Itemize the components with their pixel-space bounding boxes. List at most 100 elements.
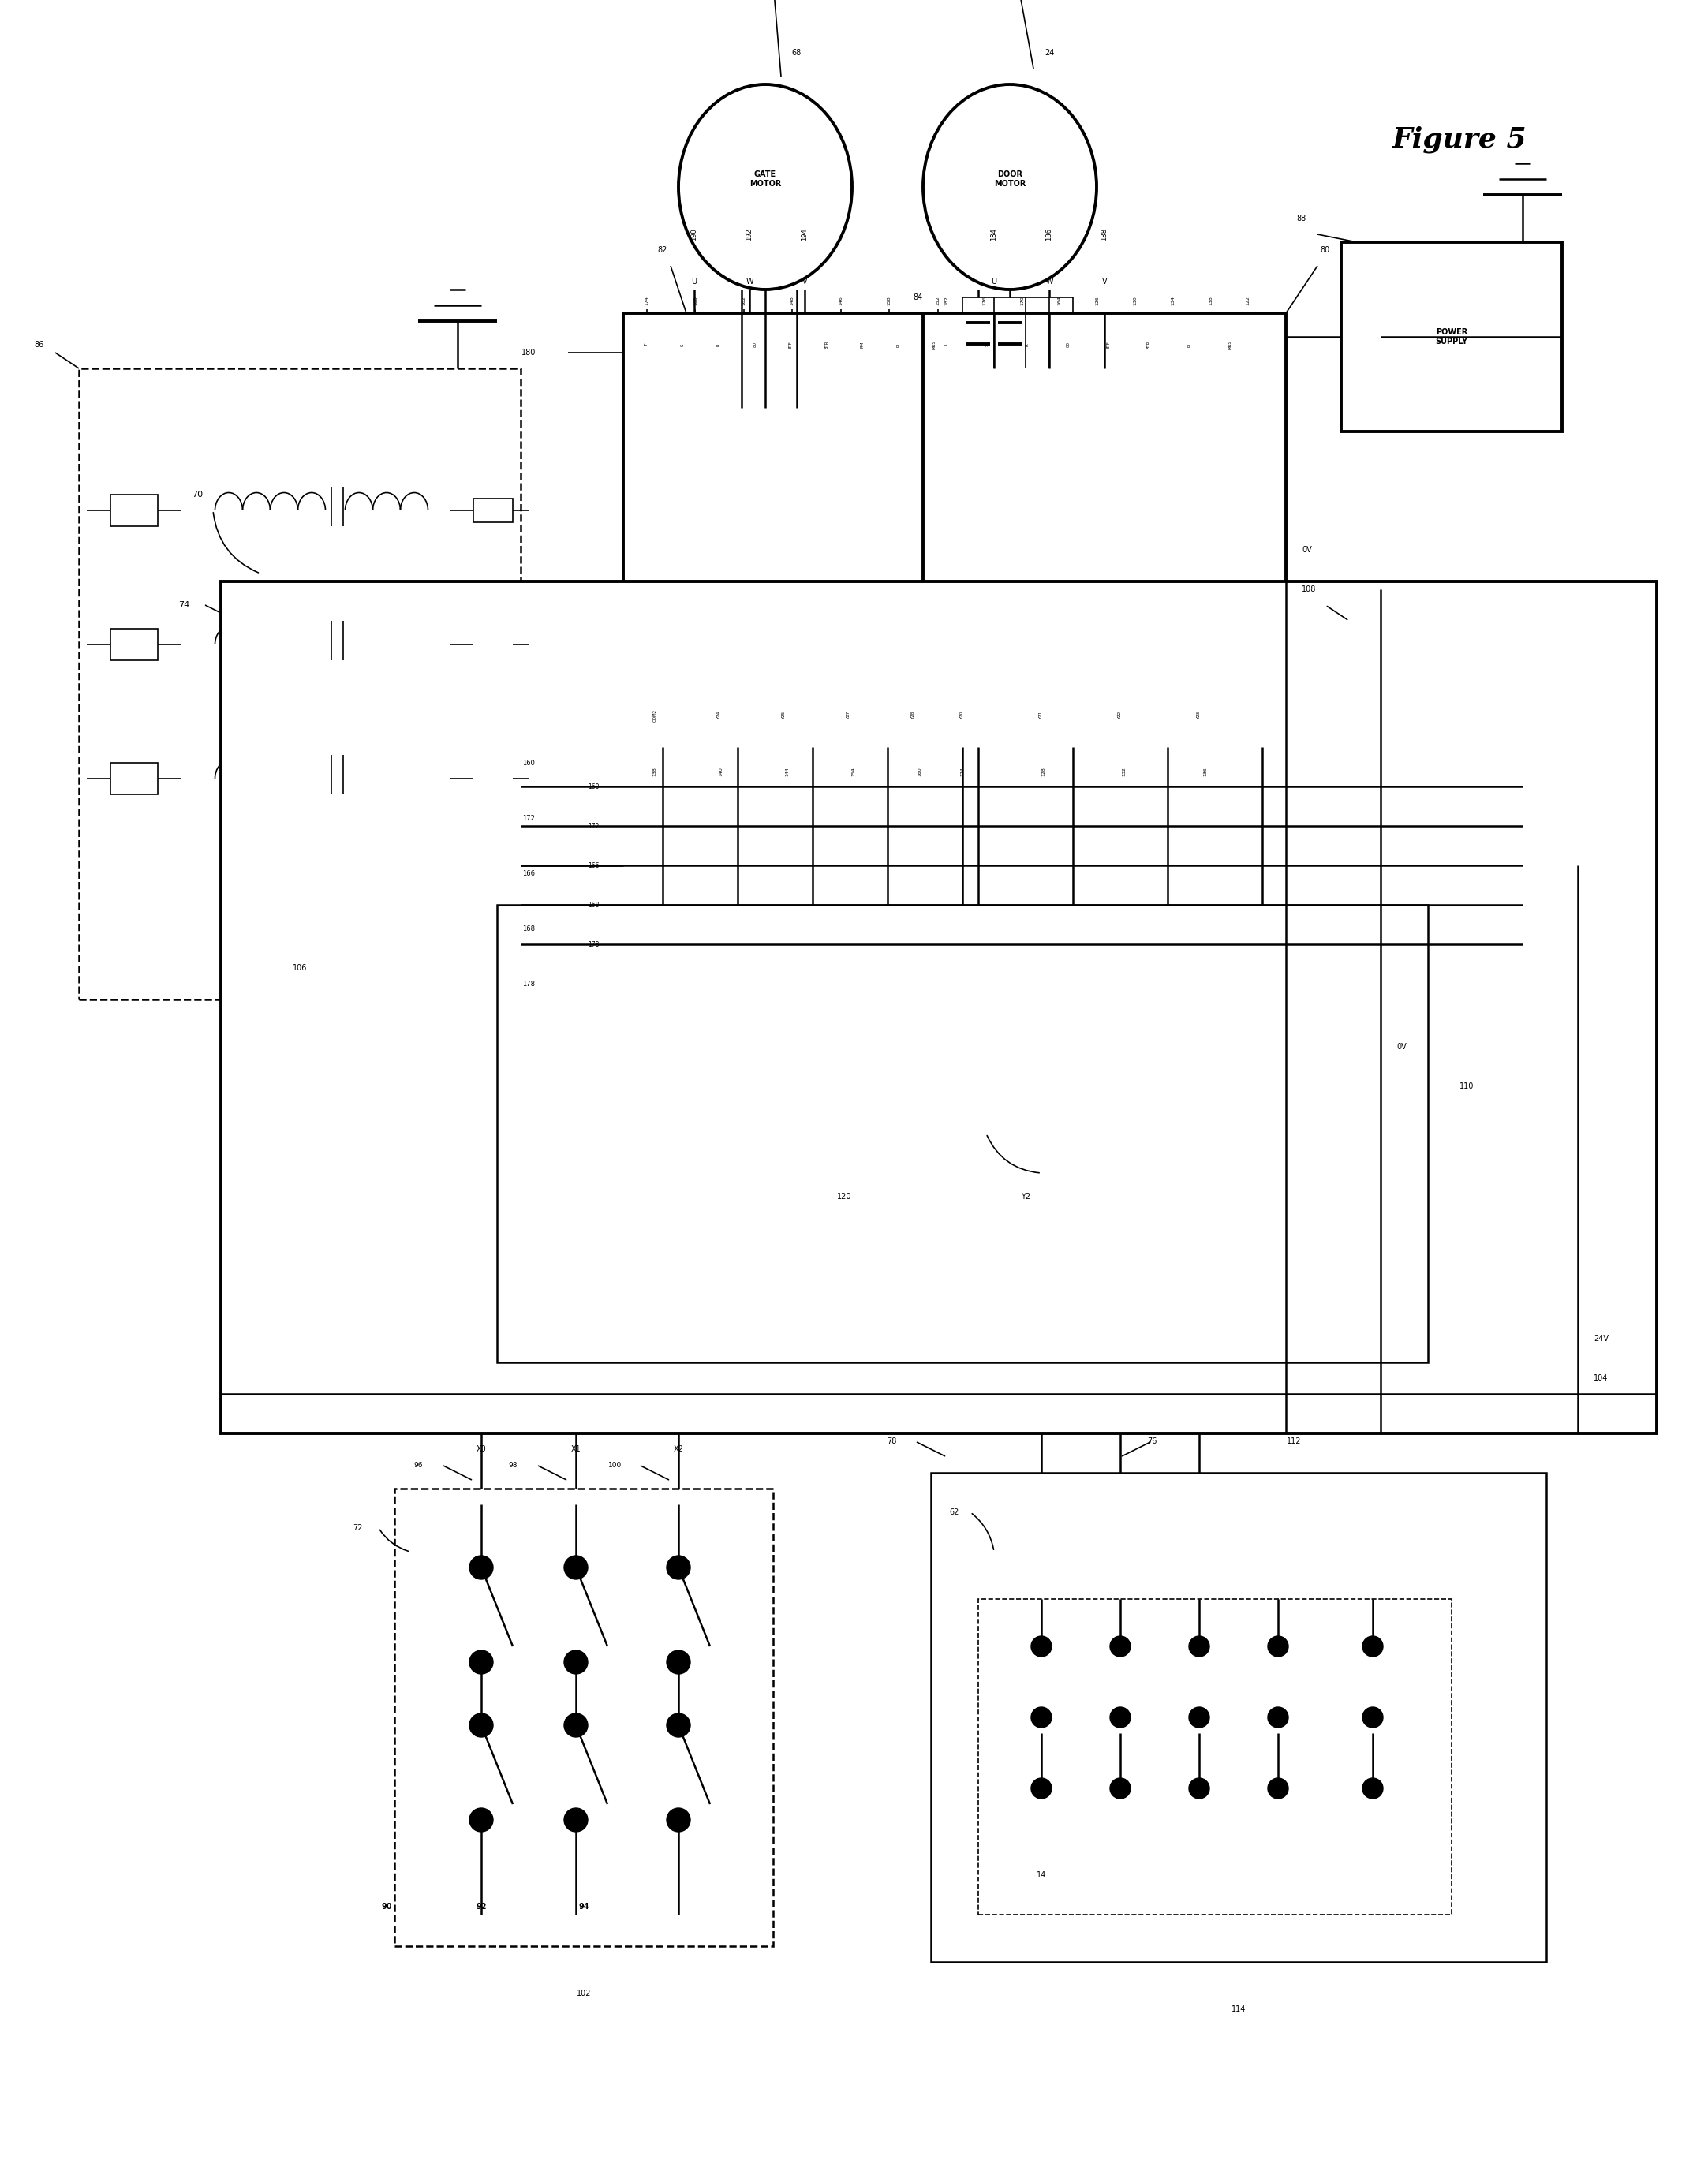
- Circle shape: [564, 1807, 588, 1831]
- Circle shape: [1189, 1779, 1209, 1799]
- Text: 98: 98: [509, 1461, 518, 1469]
- Text: Y24: Y24: [717, 711, 721, 719]
- Text: 96: 96: [413, 1461, 422, 1469]
- Text: 8TF: 8TF: [789, 340, 793, 349]
- Text: 88: 88: [1296, 215, 1307, 223]
- Text: 168: 168: [523, 925, 535, 932]
- Circle shape: [1267, 1779, 1288, 1799]
- Text: 86: 86: [34, 340, 44, 349]
- Text: 106: 106: [292, 964, 307, 971]
- Bar: [220, 581, 1657, 1432]
- Text: 80: 80: [1066, 342, 1069, 347]
- Text: 160: 160: [523, 758, 535, 767]
- Text: 152: 152: [936, 297, 939, 306]
- Text: U: U: [991, 277, 997, 286]
- Text: 186: 186: [1045, 228, 1052, 241]
- Text: 188: 188: [1102, 228, 1108, 241]
- Text: 160: 160: [588, 782, 600, 791]
- Text: 146: 146: [839, 297, 842, 306]
- Text: 126: 126: [1095, 297, 1100, 306]
- Text: 8TF: 8TF: [1107, 340, 1110, 349]
- Bar: [473, 633, 512, 657]
- Bar: [395, 1489, 774, 1946]
- Text: U: U: [692, 277, 697, 286]
- Text: RL: RL: [897, 342, 900, 347]
- Text: Y20: Y20: [960, 711, 965, 719]
- Circle shape: [1363, 1779, 1383, 1799]
- Text: MRS: MRS: [1228, 340, 1231, 349]
- Text: 132: 132: [1122, 767, 1126, 776]
- Text: 184: 184: [991, 228, 997, 241]
- Text: 178: 178: [523, 979, 535, 988]
- Text: 122: 122: [1247, 297, 1250, 306]
- Text: S: S: [681, 342, 685, 347]
- Text: 138: 138: [1209, 297, 1213, 306]
- Text: 76: 76: [1148, 1437, 1156, 1445]
- Text: 108: 108: [1301, 585, 1317, 594]
- Text: 70: 70: [191, 490, 203, 498]
- Text: 168: 168: [693, 297, 697, 306]
- Text: 124: 124: [960, 767, 965, 776]
- Text: 14: 14: [1037, 1870, 1047, 1879]
- Circle shape: [1110, 1636, 1131, 1656]
- Text: V: V: [803, 277, 808, 286]
- Bar: [111, 494, 157, 527]
- Ellipse shape: [922, 85, 1097, 290]
- Text: RL: RL: [1187, 342, 1190, 347]
- Text: 190: 190: [690, 228, 699, 241]
- Text: 194: 194: [801, 228, 808, 241]
- Text: 90: 90: [381, 1903, 391, 1911]
- Text: 144: 144: [786, 767, 789, 776]
- Text: 80: 80: [753, 342, 757, 347]
- Text: RM: RM: [861, 342, 864, 349]
- Text: 174: 174: [646, 297, 649, 306]
- Text: 140: 140: [719, 767, 722, 776]
- Text: 148: 148: [791, 297, 794, 306]
- Text: 136: 136: [1202, 767, 1208, 776]
- Text: Y22: Y22: [1119, 711, 1122, 719]
- Bar: [623, 314, 986, 748]
- Text: DOOR
MOTOR: DOOR MOTOR: [994, 171, 1027, 189]
- Circle shape: [1267, 1636, 1288, 1656]
- Ellipse shape: [678, 85, 852, 290]
- Text: 80: 80: [1320, 247, 1331, 254]
- Circle shape: [1032, 1708, 1052, 1727]
- Text: 0V: 0V: [1301, 546, 1312, 555]
- Text: Y2: Y2: [1021, 1192, 1030, 1201]
- Text: R: R: [1025, 342, 1030, 347]
- Text: T: T: [646, 342, 649, 347]
- Bar: [922, 314, 1286, 748]
- Text: 8TR: 8TR: [1146, 340, 1151, 349]
- Text: MRS: MRS: [933, 340, 936, 349]
- Bar: [473, 767, 512, 791]
- Text: 120: 120: [837, 1192, 851, 1201]
- Text: 94: 94: [579, 1903, 589, 1911]
- Circle shape: [1189, 1708, 1209, 1727]
- Text: COM2: COM2: [652, 709, 658, 722]
- Text: Y25: Y25: [782, 711, 786, 719]
- Text: 170: 170: [1020, 297, 1025, 306]
- Text: 162: 162: [741, 297, 746, 306]
- Bar: [111, 763, 157, 795]
- Circle shape: [666, 1651, 690, 1673]
- Text: 128: 128: [1042, 767, 1045, 776]
- Text: X1: X1: [570, 1445, 581, 1454]
- Circle shape: [564, 1714, 588, 1738]
- Text: V: V: [1102, 277, 1107, 286]
- Text: 134: 134: [1172, 297, 1175, 306]
- Text: 176: 176: [982, 297, 986, 306]
- Text: 158: 158: [886, 297, 892, 306]
- Bar: [473, 498, 512, 522]
- Bar: [979, 1599, 1452, 1916]
- Circle shape: [1189, 1636, 1209, 1656]
- Bar: [111, 628, 157, 661]
- Circle shape: [666, 1714, 690, 1738]
- Text: X0: X0: [477, 1445, 487, 1454]
- Text: 8TR: 8TR: [825, 340, 828, 349]
- Text: R: R: [717, 342, 721, 347]
- Text: 112: 112: [1286, 1437, 1301, 1445]
- Text: 92: 92: [477, 1903, 487, 1911]
- Bar: [79, 368, 521, 999]
- Text: 62: 62: [950, 1508, 960, 1517]
- Text: GATE
MOTOR: GATE MOTOR: [750, 171, 781, 189]
